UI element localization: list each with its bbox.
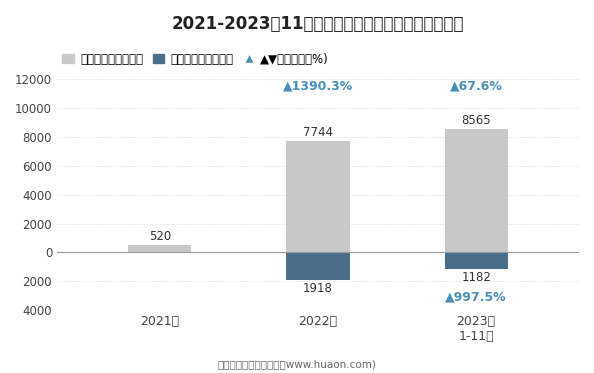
Text: 1182: 1182 (462, 271, 491, 284)
Text: ▲997.5%: ▲997.5% (446, 291, 507, 304)
Text: 8565: 8565 (462, 114, 491, 127)
Text: 1918: 1918 (303, 282, 333, 295)
Text: ▲67.6%: ▲67.6% (450, 80, 503, 93)
Legend: 出口总额（万美元）, 进口总额（万美元）, ▲▼同比增速（%): 出口总额（万美元）, 进口总额（万美元）, ▲▼同比增速（%) (58, 48, 334, 70)
Bar (444, 253, 508, 270)
Text: 制图：华经产业研究院（www.huaon.com): 制图：华经产业研究院（www.huaon.com) (217, 359, 377, 369)
Bar (128, 245, 191, 253)
Bar (444, 129, 508, 253)
Bar (286, 141, 350, 253)
Bar (286, 253, 350, 280)
Text: 520: 520 (148, 230, 171, 243)
Text: ▲1390.3%: ▲1390.3% (283, 80, 353, 93)
Text: 7744: 7744 (303, 126, 333, 139)
Title: 2021-2023年11月河南民权保税物流中心进、出口额: 2021-2023年11月河南民权保税物流中心进、出口额 (172, 15, 465, 33)
